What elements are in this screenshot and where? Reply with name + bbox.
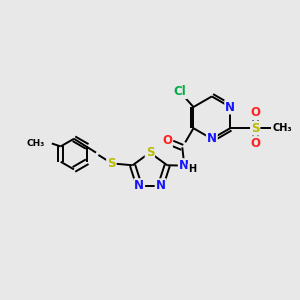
Text: CH₃: CH₃ bbox=[27, 139, 45, 148]
Text: O: O bbox=[162, 134, 172, 147]
Text: N: N bbox=[179, 159, 189, 172]
Text: N: N bbox=[225, 100, 235, 113]
Text: Cl: Cl bbox=[174, 85, 187, 98]
Text: O: O bbox=[250, 137, 260, 150]
Text: CH₃: CH₃ bbox=[272, 123, 292, 133]
Text: N: N bbox=[134, 179, 144, 192]
Text: S: S bbox=[251, 122, 260, 135]
Text: O: O bbox=[250, 106, 260, 119]
Text: S: S bbox=[107, 157, 116, 170]
Text: H: H bbox=[188, 164, 196, 174]
Text: N: N bbox=[207, 132, 217, 145]
Text: S: S bbox=[146, 146, 154, 159]
Text: N: N bbox=[156, 179, 166, 192]
